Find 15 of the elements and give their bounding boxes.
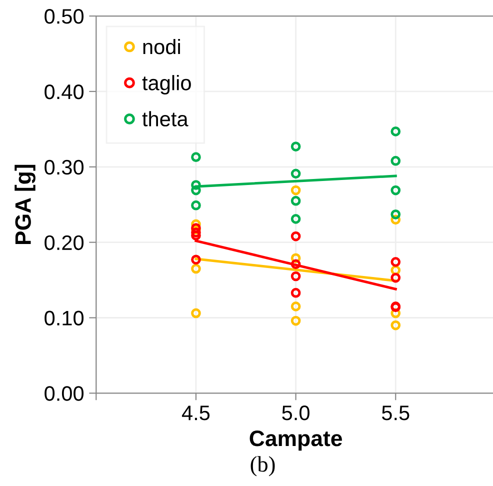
y-tick-label: 0.50: [44, 9, 84, 24]
text: (b): [250, 456, 275, 476]
y-tick-label: 0.20: [44, 235, 84, 250]
x-tick-label: 4.5: [182, 406, 210, 420]
x-tick-label: 5.0: [282, 406, 310, 420]
x-tick-label: 5.5: [382, 406, 410, 420]
legend-label: theta: [142, 111, 188, 126]
x-axis-title: Campate: [250, 430, 342, 451]
y-axis-title: PGA [g]: [14, 164, 36, 244]
legend-label: taglio: [142, 75, 191, 94]
legend-label: nodi: [143, 38, 180, 54]
y-tick-label: 0.10: [44, 310, 84, 326]
y-tick-label: 0.30: [44, 160, 84, 175]
y-tick-label: 0.40: [44, 84, 84, 100]
y-tick-label: 0.00: [44, 386, 84, 401]
